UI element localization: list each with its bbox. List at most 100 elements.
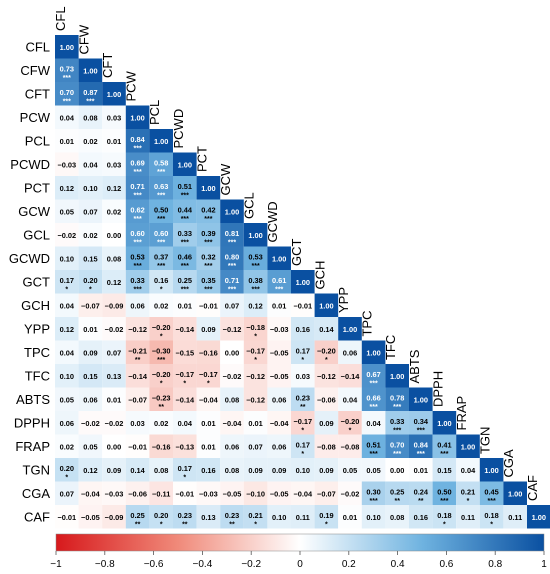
cell-fill: [220, 481, 244, 505]
heatmap-cell: 0.07: [55, 481, 79, 505]
heatmap-cell: −0.01: [125, 434, 150, 458]
cell-value: 0.17: [178, 464, 192, 473]
cell-fill: [149, 340, 173, 364]
heatmap-cell: 0.08: [385, 505, 409, 529]
cell-fill: [173, 481, 197, 505]
cell-fill: [361, 458, 386, 482]
cell-value: 0.20: [83, 276, 97, 285]
cell-value: −0.11: [152, 489, 170, 498]
heatmap-cell: 0.10: [267, 505, 291, 529]
cell-value: 0.17: [60, 276, 74, 285]
cell-significance: *: [325, 357, 328, 364]
heatmap-cell: −0.05: [267, 364, 291, 388]
legend-tick-label: 1: [541, 559, 547, 570]
cell-fill: [125, 199, 150, 223]
heatmap-cell: 0.70 ***: [55, 82, 79, 106]
color-legend: −1 −0.8 −0.6 −0.4 −0.2 0 0.2 0.4 0.6 0.8 1: [50, 533, 547, 570]
heatmap-cell: 0.04: [338, 387, 362, 411]
heatmap-cell: 1.00: [243, 223, 268, 247]
cell-fill: [314, 411, 339, 435]
cell-fill: [55, 505, 79, 529]
cell-significance: ***: [393, 428, 401, 435]
cell-value: 0.16: [414, 513, 428, 522]
cell-value: 0.16: [201, 466, 215, 475]
heatmap-cell: 0.05: [78, 434, 103, 458]
cell-fill: [55, 199, 79, 223]
cell-value: 0.23: [225, 511, 239, 520]
cell-value: 0.16: [154, 276, 168, 285]
heatmap-cell: 0.50 ***: [149, 199, 173, 223]
cell-fill: [456, 481, 480, 505]
cell-fill: [243, 364, 268, 388]
cell-value: 1.00: [107, 90, 121, 99]
heatmap-cell: −0.03: [102, 481, 126, 505]
heatmap-cell: 0.62 ***: [125, 199, 150, 223]
heatmap-cell: 0.16: [291, 317, 315, 341]
heatmap-cell: −0.01: [173, 481, 197, 505]
heatmap-cell: 0.69 ***: [125, 152, 150, 176]
cell-value: −0.06: [128, 489, 147, 498]
cell-value: 0.12: [83, 466, 97, 475]
heatmap-cell: 0.11: [291, 505, 315, 529]
heatmap-cell: −0.09: [102, 505, 126, 529]
heatmap-cell: 0.71 ***: [220, 270, 244, 294]
cell-value: 0.05: [343, 466, 357, 475]
cell-value: 0.78: [390, 393, 404, 402]
cell-fill: [220, 505, 244, 529]
cell-value: 1.00: [414, 395, 428, 404]
heatmap-cell: 0.60 ***: [149, 223, 173, 247]
cell-fill: [361, 481, 386, 505]
cell-significance: ***: [134, 169, 142, 176]
cell-value: 1.00: [532, 513, 546, 522]
cell-value: −0.05: [270, 372, 289, 381]
cell-fill: [78, 505, 103, 529]
cell-fill: [267, 270, 291, 294]
row-label-cfw: CFW: [20, 63, 50, 78]
cell-significance: ***: [157, 357, 165, 364]
heatmap-cell: 0.00: [385, 458, 409, 482]
cell-significance: ***: [204, 287, 212, 294]
row-label-cga: CGA: [22, 486, 51, 501]
heatmap-cell: −0.05: [267, 481, 291, 505]
heatmap-cell: −0.17 *: [196, 364, 221, 388]
column-label-pct: PCT: [194, 146, 209, 172]
cell-fill: [338, 317, 362, 341]
cell-fill: [149, 199, 173, 223]
cell-value: 0.05: [60, 207, 74, 216]
column-label-gcw: GCW: [218, 163, 233, 196]
cell-value: −0.07: [128, 395, 147, 404]
legend-tick-label: 0.8: [488, 559, 502, 570]
cell-significance: ***: [204, 216, 212, 223]
cell-value: 0.02: [60, 442, 74, 451]
row-label-gcw: GCW: [18, 204, 51, 219]
heatmap-cell: −0.05: [78, 505, 103, 529]
heatmap-cell: 1.00: [338, 317, 362, 341]
heatmap-cell: 0.09: [78, 340, 103, 364]
cell-fill: [102, 317, 126, 341]
heatmap-cell: 0.00: [102, 223, 126, 247]
cell-fill: [102, 293, 126, 317]
cell-value: 0.01: [83, 325, 97, 334]
column-label-ypp: YPP: [336, 287, 351, 313]
cell-value: 0.30: [366, 487, 380, 496]
cell-value: −0.17: [246, 346, 265, 355]
cell-fill: [338, 411, 362, 435]
heatmap-cell: −0.08: [338, 434, 362, 458]
cell-value: −0.20: [341, 417, 360, 426]
heatmap-cell: −0.20 *: [314, 340, 339, 364]
cell-significance: ***: [63, 75, 71, 82]
cell-value: 0.10: [83, 184, 97, 193]
cell-significance: *: [183, 381, 186, 388]
cell-significance: *: [160, 381, 163, 388]
cell-fill: [149, 317, 173, 341]
cell-fill: [55, 340, 79, 364]
cell-value: 0.39: [201, 229, 215, 238]
cell-fill: [503, 481, 527, 505]
heatmap-cell: −0.03: [196, 481, 221, 505]
cell-value: 0.87: [83, 88, 97, 97]
cell-value: 0.01: [178, 301, 192, 310]
heatmap-cell: −0.17 *: [291, 411, 315, 435]
cell-fill: [409, 387, 433, 411]
cell-significance: **: [394, 498, 400, 505]
